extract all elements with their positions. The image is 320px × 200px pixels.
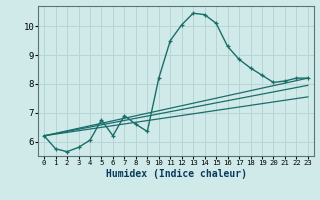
X-axis label: Humidex (Indice chaleur): Humidex (Indice chaleur) [106, 169, 246, 179]
